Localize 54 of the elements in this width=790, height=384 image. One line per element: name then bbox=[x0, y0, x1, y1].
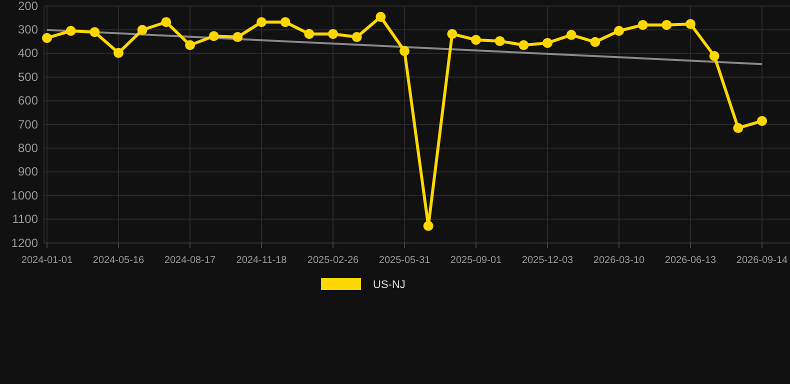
x-tick-label: 2026-06-13 bbox=[664, 255, 717, 266]
point bbox=[590, 37, 600, 48]
x-tick-label: 2024-11-18 bbox=[236, 255, 288, 266]
y-tick-label: 700 bbox=[18, 117, 38, 132]
point bbox=[709, 51, 720, 62]
point bbox=[232, 32, 243, 42]
point bbox=[352, 32, 362, 42]
y-tick-label: 600 bbox=[18, 94, 38, 108]
point bbox=[304, 28, 314, 39]
x-tick-label: 2026-03-10 bbox=[593, 255, 646, 266]
point bbox=[614, 26, 624, 36]
point bbox=[137, 24, 148, 35]
y-tick-label: 200 bbox=[18, 0, 38, 13]
x-tick-label: 2024-08-17 bbox=[164, 255, 216, 266]
y-tick-label: 900 bbox=[18, 164, 38, 179]
point bbox=[376, 12, 386, 22]
point bbox=[66, 26, 76, 36]
x-tick-label: 2025-09-01 bbox=[450, 255, 502, 266]
y-tick-label: 1200 bbox=[11, 236, 38, 250]
point bbox=[686, 19, 696, 30]
x-tick-label: 2026-09-14 bbox=[736, 255, 788, 266]
y-tick-label: 800 bbox=[18, 141, 38, 156]
y-tick-label: 300 bbox=[18, 22, 38, 37]
point bbox=[256, 17, 266, 28]
point bbox=[280, 17, 290, 28]
point bbox=[638, 20, 648, 30]
point bbox=[400, 46, 410, 56]
point bbox=[662, 20, 672, 30]
legend-label: US-NJ bbox=[373, 279, 406, 291]
point bbox=[90, 27, 100, 38]
x-tick-label: 2024-05-16 bbox=[92, 255, 145, 266]
x-tick-label: 2025-02-26 bbox=[307, 255, 360, 266]
y-tick-label: 1100 bbox=[12, 212, 38, 226]
point bbox=[185, 40, 195, 50]
point bbox=[423, 220, 434, 231]
point bbox=[161, 17, 172, 28]
x-tick-label: 2024-01-01 bbox=[21, 255, 74, 266]
point bbox=[757, 116, 767, 126]
y-tick-label: 1000 bbox=[11, 188, 38, 202]
point bbox=[42, 32, 52, 43]
point bbox=[471, 34, 481, 45]
point bbox=[518, 40, 529, 50]
x-tick-label: 2025-05-31 bbox=[378, 255, 431, 266]
y-tick-label: 400 bbox=[18, 46, 38, 60]
point bbox=[494, 36, 505, 46]
y-tick-label: 500 bbox=[18, 70, 38, 84]
point bbox=[208, 31, 219, 42]
point bbox=[733, 123, 744, 134]
point bbox=[447, 28, 458, 39]
point bbox=[328, 28, 338, 39]
point bbox=[542, 38, 552, 48]
point bbox=[566, 30, 576, 40]
point bbox=[114, 48, 124, 58]
x-tick-label: 2025-12-03 bbox=[522, 255, 574, 266]
